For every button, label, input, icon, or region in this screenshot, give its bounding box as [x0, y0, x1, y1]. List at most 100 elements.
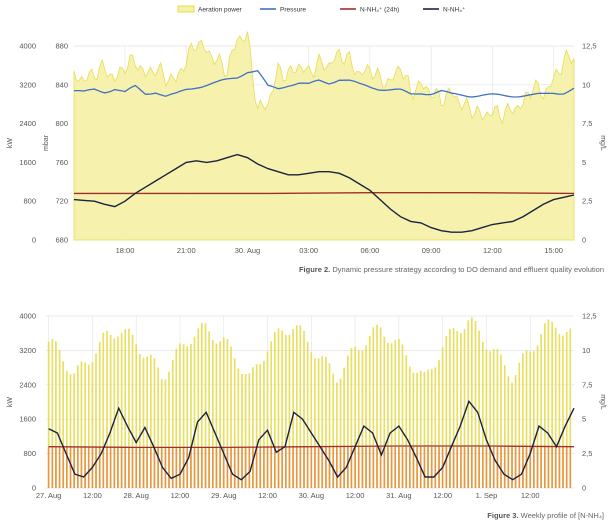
bar-aeration-base — [489, 447, 491, 488]
bar-aeration-base — [365, 447, 367, 488]
bar-aeration — [73, 373, 75, 488]
bar-aeration-base — [376, 447, 378, 488]
bar-aeration — [146, 356, 148, 488]
bar-aeration — [368, 335, 371, 488]
bar-aeration-base — [536, 447, 539, 488]
bar-aeration-base — [525, 447, 528, 488]
bar-aeration-base — [58, 447, 61, 488]
bar-aeration — [259, 364, 262, 488]
y-left-kw-tick: 3200 — [19, 80, 36, 89]
bar-aeration-base — [471, 447, 473, 488]
bar-aeration-base — [339, 447, 342, 488]
bar-aeration — [157, 367, 159, 488]
bar-aeration — [306, 341, 309, 488]
bar-aeration-base — [474, 447, 477, 488]
chart-2: 0 800 1600 2400 3200 4000 0 2,5 5 7,5 10 12,5 kW mg/L… — [7, 312, 606, 501]
bar-aeration-base — [80, 447, 83, 488]
x-tick-label: 15:00 — [544, 246, 563, 255]
y-axis-kw-title: kW — [7, 138, 14, 149]
x-tick-label: 27. Aug — [36, 491, 61, 500]
bar-aeration — [288, 335, 291, 488]
y-axis-mgl-title: mg/L — [599, 394, 606, 410]
bar-aeration-base — [274, 447, 276, 488]
bar-aeration-base — [379, 447, 382, 488]
bar-aeration-base — [562, 447, 564, 488]
y-right-tick: 2,5 — [582, 449, 592, 458]
bar-aeration — [263, 360, 265, 488]
bar-aeration-base — [423, 447, 426, 488]
bar-aeration-base — [142, 447, 145, 488]
bar-aeration-base — [529, 447, 532, 488]
bar-aeration — [47, 341, 50, 488]
bar-aeration-base — [87, 447, 90, 488]
bar-aeration — [379, 327, 382, 488]
bar-aeration-base — [460, 447, 462, 488]
y-axis-mgl-title: mg/L — [599, 135, 606, 151]
figure-3-caption: Figure 3. Weekly profile of [N-NH₄] — [487, 511, 604, 520]
bar-aeration — [102, 332, 105, 488]
bar-aeration-base — [314, 447, 316, 488]
bar-aeration — [507, 376, 510, 488]
bar-aeration — [339, 378, 342, 488]
x-tick-label: 12:00 — [83, 491, 102, 500]
bar-aeration-base — [131, 447, 134, 488]
series-pressure — [73, 69, 575, 98]
bar-aeration — [182, 344, 185, 488]
bar-aeration — [66, 370, 68, 488]
legend-label-nnh4: N-NH₄⁺ — [443, 7, 466, 14]
bar-aeration-base — [361, 447, 364, 488]
bar-aeration — [485, 349, 488, 488]
bar-aeration-base — [270, 447, 273, 488]
bar-aeration-base — [186, 447, 189, 488]
bar-aeration — [336, 382, 338, 488]
y-right-tick: 7,5 — [582, 380, 592, 389]
bar-aeration-base — [500, 447, 502, 488]
bar-aeration — [233, 358, 236, 488]
y-axis-kw-title: kW — [7, 397, 14, 408]
bar-aeration — [554, 327, 557, 488]
bar-aeration — [511, 382, 513, 488]
bar-aeration — [441, 347, 444, 488]
bar-aeration — [77, 365, 79, 488]
bar-aeration — [277, 328, 280, 488]
bar-aeration — [357, 350, 360, 488]
bar-aeration-base — [328, 447, 331, 488]
bar-aeration — [452, 327, 455, 488]
bar-aeration — [394, 340, 397, 488]
bar-aeration — [569, 328, 572, 488]
bar-aeration-base — [164, 447, 167, 488]
bar-aeration-base — [452, 447, 455, 488]
bar-aeration — [292, 329, 294, 488]
bar-aeration-base — [434, 447, 437, 488]
bar-aeration-base — [128, 447, 130, 488]
bar-aeration-base — [102, 447, 105, 488]
bar-aeration — [58, 349, 61, 488]
bar-aeration-base — [120, 447, 123, 488]
bar-aeration — [478, 330, 480, 488]
bar-aeration — [482, 341, 484, 488]
bar-aeration-base — [565, 447, 568, 488]
bar-aeration-base — [193, 447, 196, 488]
bar-aeration-base — [547, 447, 550, 488]
bar-aeration-base — [95, 447, 97, 488]
bar-aeration-base — [106, 447, 108, 488]
bar-aeration-base — [47, 447, 50, 488]
bar-aeration — [500, 354, 502, 488]
bar-aeration-base — [394, 447, 397, 488]
bar-aeration-base — [492, 447, 495, 488]
y-right-tick: 12,5 — [582, 42, 597, 51]
bar-aeration — [310, 352, 313, 488]
bar-aeration-base — [540, 447, 542, 488]
bar-aeration-base — [146, 447, 148, 488]
bar-aeration-base — [310, 447, 313, 488]
x-tick-label: 21:00 — [177, 246, 196, 255]
x-tick-label: 28. Aug — [123, 491, 148, 500]
bar-aeration-base — [387, 447, 389, 488]
x-tick-label: 03:00 — [299, 246, 318, 255]
bar-aeration-base — [84, 447, 86, 488]
bar-aeration-base — [514, 447, 517, 488]
y-left-kw-tick: 4000 — [19, 312, 36, 321]
bar-aeration-base — [179, 447, 181, 488]
bar-aeration-base — [317, 447, 320, 488]
